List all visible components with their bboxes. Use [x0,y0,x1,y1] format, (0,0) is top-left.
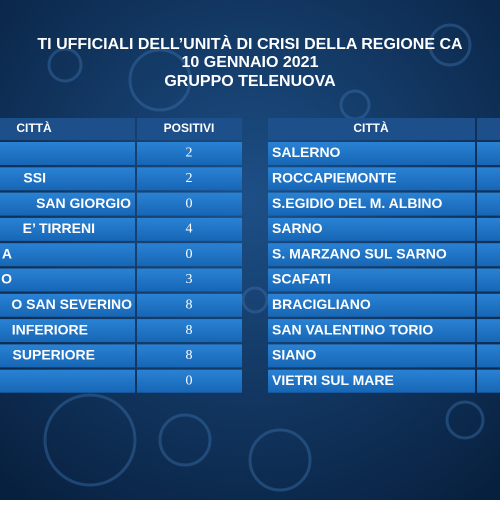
city-name: SIANO [272,347,316,363]
title-line: TI UFFICIALI DELL’UNITÀ DI CRISI DELLA R… [37,34,463,53]
city-name: SALERNO [272,144,341,160]
city-name: S. MARZANO SUL SARNO [272,245,447,261]
positive-count: 3 [186,272,193,287]
cell [477,167,500,191]
city-name: SSI [23,170,46,186]
cell [477,217,500,241]
positive-count: 2 [186,146,193,161]
cell [268,344,475,368]
positive-count: 8 [186,323,193,338]
cell [268,369,475,393]
cell [268,268,475,292]
cell [477,243,500,267]
city-name: VIETRI SUL MARE [272,372,394,388]
cell [268,167,475,191]
city-name: INFERIORE [12,321,88,337]
cell [0,243,135,267]
city-name: SAN GIORGIO [36,195,131,211]
city-name: O SAN SEVERINO [11,296,132,312]
cell [477,369,500,393]
city-name: O [1,271,12,287]
content: TI UFFICIALI DELL’UNITÀ DI CRISI DELLA R… [0,34,500,393]
cell [0,344,135,368]
cell [137,293,242,317]
cell [137,268,242,292]
cell [0,369,135,393]
city-name: SAN VALENTINO TORIO [272,321,433,337]
cell [0,142,135,165]
positive-count: 0 [186,247,193,262]
city-name: E’ TIRRENI [23,220,95,236]
header-cell [137,118,242,140]
cell [137,217,242,241]
city-name: ROCCAPIEMONTE [272,170,396,186]
column-header: POSITIVI [164,121,215,135]
cell [137,344,242,368]
positive-count: 8 [186,298,193,313]
title-line: 10 GENNAIO 2021 [182,54,319,71]
column-header: CITTÀ [353,120,389,135]
city-name: SUPERIORE [13,347,95,363]
city-name: SARNO [272,220,323,236]
header-cell [477,118,500,140]
cell [268,319,475,343]
cell [268,293,475,317]
cell [0,293,135,317]
city-name: S.EGIDIO DEL M. ALBINO [272,195,442,211]
cell [268,192,475,216]
cell [137,167,242,191]
header-cell [268,118,475,140]
header-cell [0,118,135,140]
city-name: SCAFATI [272,271,331,287]
cell [137,243,242,267]
cell [477,192,500,216]
positive-count: 2 [186,171,193,186]
cell [268,217,475,241]
cell [477,344,500,368]
cell [0,319,135,343]
cell [0,167,135,191]
positive-count: 4 [186,222,193,237]
cell [477,293,500,317]
cell [477,319,500,343]
city-name: A [2,245,12,261]
cell [0,192,135,216]
cell [268,142,475,165]
cell [477,268,500,292]
city-name: BRACIGLIANO [272,296,371,312]
positive-count: 0 [186,196,193,211]
cell [477,142,500,165]
title-line: GRUPPO TELENUOVA [164,73,336,90]
cell [0,268,135,292]
column-header: CITTÀ [16,120,52,135]
cell [137,192,242,216]
cell [0,217,135,241]
positive-count: 0 [186,373,193,388]
virus-decor [43,23,485,492]
cell [268,243,475,267]
positive-count: 8 [186,348,193,363]
cell [137,369,242,393]
cell [137,142,242,165]
cell [137,319,242,343]
